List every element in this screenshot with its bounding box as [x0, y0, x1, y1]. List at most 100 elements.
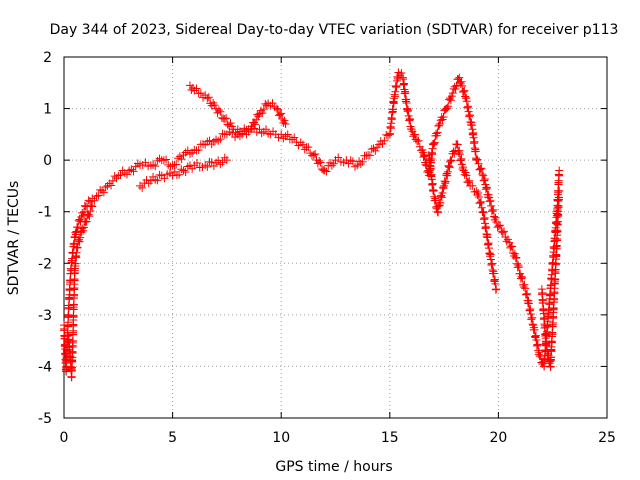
data-marker-main — [151, 162, 160, 171]
data-marker-main — [218, 129, 227, 138]
data-marker-afternoon-branch — [453, 140, 462, 149]
data-marker-main — [490, 215, 499, 224]
data-marker-main — [513, 259, 522, 268]
data-marker-main — [474, 159, 483, 168]
data-marker-main — [290, 133, 299, 142]
data-point-late-branch — [555, 187, 564, 196]
data-marker-main — [166, 162, 175, 171]
x-tick-label: 20 — [489, 430, 507, 446]
data-marker-main — [216, 135, 225, 144]
data-marker-main — [478, 170, 487, 179]
data-marker-midday-lower — [155, 170, 164, 179]
data-marker-afternoon-branch — [473, 190, 482, 199]
data-point-main — [479, 171, 488, 180]
data-point-main — [455, 73, 464, 82]
data-marker-afternoon-branch — [437, 193, 446, 202]
data-marker-afternoon-branch — [474, 193, 483, 202]
data-marker-main — [433, 128, 442, 137]
data-marker-main — [358, 157, 367, 166]
data-marker-main — [518, 274, 527, 283]
x-tick-label: 15 — [381, 430, 399, 446]
data-marker-main — [444, 102, 453, 111]
data-point-midday-upper — [272, 104, 281, 113]
data-marker-afternoon-branch — [444, 161, 453, 170]
data-marker-midday-upper — [280, 116, 289, 125]
data-marker-dawn-dip — [79, 223, 88, 232]
data-marker-afternoon-branch — [441, 179, 450, 188]
data-marker-midday-upper — [192, 84, 201, 93]
data-marker-main — [413, 137, 422, 146]
data-marker-main — [185, 149, 194, 158]
data-marker-main — [183, 146, 192, 155]
data-marker-midday-lower — [203, 162, 212, 171]
data-marker-afternoon-branch — [462, 171, 471, 180]
data-marker-midday-upper — [253, 110, 262, 119]
data-point-afternoon-branch — [472, 187, 481, 196]
data-marker-main — [257, 129, 266, 138]
data-marker-afternoon-branch — [483, 233, 492, 242]
data-point-main — [472, 156, 481, 165]
data-marker-midday-lower — [216, 160, 225, 169]
data-point-main — [448, 89, 457, 98]
data-point-afternoon-branch — [433, 207, 442, 216]
data-point-main — [353, 161, 362, 170]
y-tick-label: -5 — [38, 411, 52, 427]
grid-lines — [64, 57, 607, 418]
data-marker-main — [491, 213, 500, 222]
data-marker-main — [489, 206, 498, 215]
data-point-midday-lower — [179, 166, 188, 175]
data-marker-afternoon-branch — [436, 192, 445, 201]
y-tick-label: -3 — [38, 308, 52, 324]
data-marker-afternoon-branch — [442, 171, 451, 180]
data-marker-afternoon-branch — [441, 177, 450, 186]
data-marker-main — [98, 186, 107, 195]
data-marker-afternoon-branch — [426, 164, 435, 173]
data-marker-afternoon-branch — [434, 208, 443, 217]
data-marker-main — [311, 150, 320, 159]
data-marker-main — [283, 130, 292, 139]
data-point-main — [92, 192, 101, 201]
x-axis-label: GPS time / hours — [275, 459, 392, 475]
data-marker-main — [473, 155, 482, 164]
data-marker-main — [517, 272, 526, 281]
data-point-main — [320, 166, 329, 175]
data-marker-afternoon-branch — [447, 156, 456, 165]
data-point-dawn-dip — [77, 228, 86, 237]
data-marker-midday-upper — [216, 107, 225, 116]
data-marks — [60, 68, 564, 382]
data-point-main — [168, 161, 177, 170]
y-tick-label: 2 — [43, 50, 52, 66]
data-marker-afternoon-branch — [444, 162, 453, 171]
data-marker-midday-upper — [210, 101, 219, 110]
data-marker-main — [506, 243, 515, 252]
data-marker-main — [162, 155, 171, 164]
data-marker-dawn-dip — [73, 243, 82, 252]
data-point-main — [309, 150, 318, 159]
y-tick-label: -4 — [38, 359, 52, 375]
data-point-main — [498, 228, 507, 237]
data-point-main — [555, 166, 564, 175]
data-marker-dawn-dip — [74, 237, 83, 246]
data-marker-main — [67, 264, 76, 273]
data-marker-main — [521, 284, 530, 293]
data-marker-main — [94, 191, 103, 200]
data-marker-main — [435, 121, 444, 130]
data-marker-main — [397, 68, 406, 77]
data-marker-main — [322, 167, 331, 176]
data-marker-main — [214, 136, 223, 145]
data-marker-main — [389, 105, 398, 114]
data-marker-main — [327, 161, 336, 170]
data-marker-afternoon-branch — [438, 188, 447, 197]
data-marker-main — [456, 79, 465, 88]
data-marker-late-branch — [540, 323, 549, 332]
data-marker-main — [521, 290, 530, 299]
data-marker-afternoon-branch — [436, 198, 445, 207]
data-marker-afternoon-branch — [489, 269, 498, 278]
data-marker-main — [116, 170, 125, 179]
data-marker-main — [530, 325, 539, 334]
data-marker-main — [155, 154, 164, 163]
data-marker-afternoon-branch — [443, 167, 452, 176]
data-marker-dawn-dip — [87, 201, 96, 210]
